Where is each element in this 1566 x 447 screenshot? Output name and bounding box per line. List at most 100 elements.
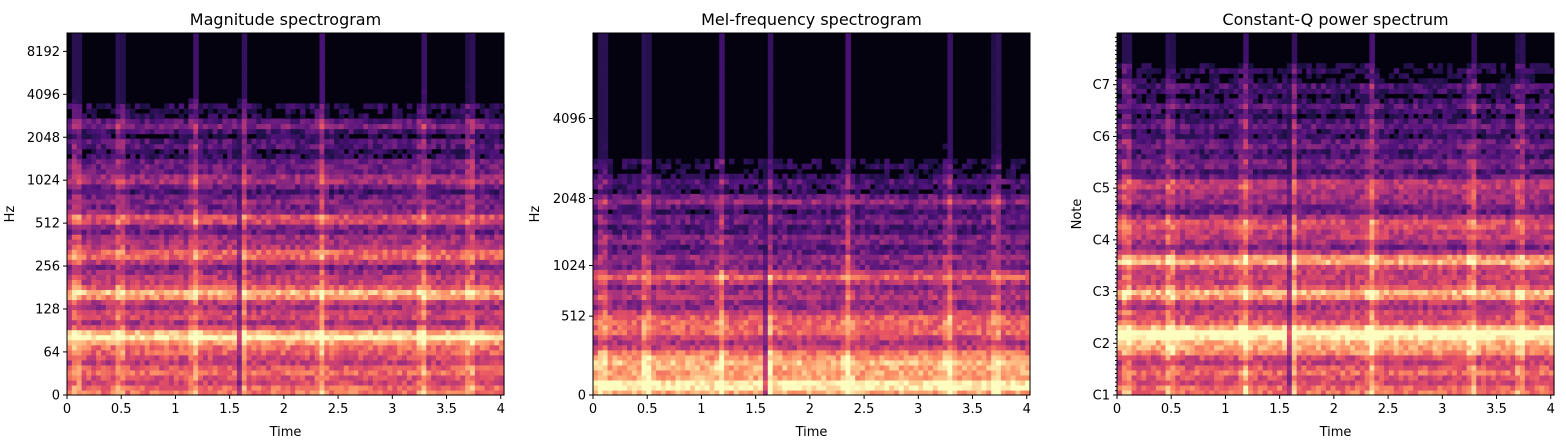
heatmap-cell	[154, 108, 160, 115]
heatmap-cell	[188, 113, 194, 120]
heatmap-cell	[100, 309, 107, 316]
heatmap-cell	[465, 299, 471, 306]
heatmap-cell	[115, 53, 122, 59]
heatmap-cell	[76, 274, 83, 280]
heatmap-cell	[222, 239, 228, 245]
heatmap-cell	[324, 133, 330, 140]
heatmap-cell	[290, 208, 296, 215]
heatmap-cell	[246, 173, 253, 180]
heatmap-cell	[319, 138, 325, 145]
heatmap-cell	[134, 349, 141, 356]
heatmap-cell	[470, 148, 476, 155]
heatmap-cell	[431, 178, 437, 185]
heatmap-cell	[455, 168, 461, 175]
heatmap-cell	[256, 113, 262, 120]
heatmap-cell	[479, 178, 486, 185]
heatmap-cell	[309, 168, 316, 175]
heatmap-cell	[236, 153, 243, 160]
heatmap-cell	[144, 158, 151, 165]
heatmap-cell	[144, 239, 151, 245]
heatmap-cell	[100, 319, 107, 326]
heatmap-cell	[149, 339, 155, 346]
heatmap-cell	[139, 188, 146, 195]
heatmap-cell	[304, 264, 311, 270]
heatmap-cell	[285, 339, 291, 346]
heatmap-cell	[217, 123, 223, 130]
heatmap-cell	[207, 198, 214, 205]
heatmap-cell	[479, 384, 486, 391]
heatmap-cell	[86, 364, 92, 371]
heatmap-cell	[236, 138, 243, 145]
heatmap-cell	[411, 349, 418, 356]
heatmap-cell	[285, 113, 291, 120]
heatmap-cell	[71, 344, 78, 351]
heatmap-cell	[193, 274, 199, 280]
heatmap-cell	[343, 123, 350, 130]
heatmap-cell	[125, 314, 131, 321]
heatmap-cell	[290, 219, 296, 225]
heatmap-cell	[402, 379, 408, 386]
heatmap-cell	[363, 229, 369, 235]
heatmap-cell	[71, 249, 78, 255]
heatmap-cell	[193, 38, 199, 44]
heatmap-cell	[474, 208, 481, 215]
heatmap-cell	[173, 324, 180, 331]
heatmap-cell	[314, 224, 321, 230]
heatmap-cell	[275, 188, 282, 195]
heatmap-cell	[474, 123, 481, 130]
heatmap-cell	[416, 198, 423, 205]
heatmap-cell	[115, 63, 122, 69]
heatmap-cell	[368, 249, 374, 255]
heatmap-cell	[168, 173, 175, 180]
heatmap-cell	[266, 299, 272, 306]
heatmap-cell	[431, 294, 437, 301]
heatmap-cell	[334, 319, 340, 326]
heatmap-cell	[479, 329, 486, 336]
heatmap-cell	[100, 214, 107, 220]
heatmap-cell	[86, 319, 92, 326]
heatmap-cell	[120, 229, 126, 235]
heatmap-cell	[372, 198, 379, 205]
heatmap-cell	[139, 294, 146, 301]
heatmap-cell	[164, 219, 170, 225]
heatmap-cell	[246, 234, 253, 240]
heatmap-cell	[421, 203, 427, 210]
heatmap-cell	[460, 229, 466, 235]
heatmap-cell	[387, 279, 393, 285]
heatmap-cell	[479, 269, 486, 275]
heatmap-cell	[474, 173, 481, 180]
heatmap-cell	[81, 234, 88, 240]
heatmap-cell	[193, 208, 199, 215]
heatmap-cell	[193, 168, 199, 175]
heatmap-cell	[130, 193, 136, 200]
heatmap-cell	[304, 188, 311, 195]
heatmap-cell	[164, 249, 170, 255]
heatmap-cell	[382, 319, 389, 326]
heatmap-cell	[110, 389, 117, 396]
heatmap-cell	[115, 153, 122, 160]
heatmap-cell	[183, 379, 189, 386]
heatmap-cell	[304, 279, 311, 285]
heatmap-cell	[300, 198, 306, 205]
heatmap-cell	[178, 123, 185, 130]
heatmap-cell	[183, 264, 189, 270]
heatmap-cell	[343, 379, 350, 386]
heatmap-cell	[465, 254, 471, 260]
heatmap-cell	[392, 158, 398, 165]
heatmap-cell	[406, 314, 413, 321]
heatmap-cell	[222, 173, 228, 180]
heatmap-cell	[304, 334, 311, 341]
heatmap-cell	[324, 299, 330, 306]
heatmap-cell	[173, 123, 180, 130]
heatmap-cell	[168, 339, 175, 346]
heatmap-cell	[227, 269, 233, 275]
heatmap-cell	[120, 254, 126, 260]
heatmap-cell	[96, 128, 102, 135]
heatmap-cell	[431, 193, 437, 200]
heatmap-cell	[222, 354, 228, 361]
heatmap-cell	[329, 173, 335, 180]
heatmap-cell	[358, 299, 364, 306]
heatmap-cell	[285, 279, 291, 285]
heatmap-cell	[450, 198, 457, 205]
heatmap-cell	[270, 193, 277, 200]
